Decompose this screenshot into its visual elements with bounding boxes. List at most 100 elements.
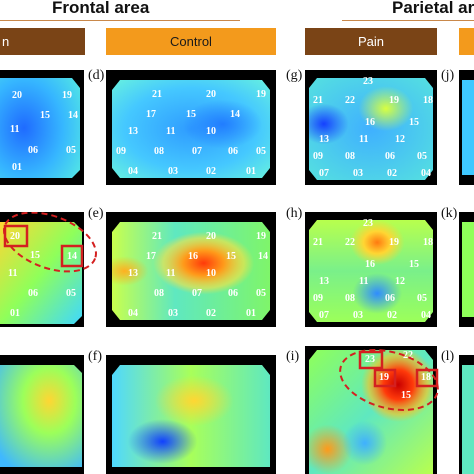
svg-text:13: 13 (319, 276, 329, 287)
parietal-divider (342, 20, 474, 21)
electrode-label: 11 (8, 268, 17, 279)
svg-text:23: 23 (363, 76, 373, 87)
panel-label-g: (g) (286, 68, 303, 83)
svg-text:19: 19 (389, 95, 399, 106)
panel-label-e: (e) (88, 206, 104, 221)
panel-label-k: (k) (441, 206, 458, 221)
svg-text:10: 10 (206, 268, 216, 279)
svg-text:19: 19 (256, 89, 266, 100)
svg-text:17: 17 (146, 109, 156, 120)
svg-text:04: 04 (421, 168, 431, 179)
svg-text:22: 22 (403, 350, 413, 361)
highlight-box (358, 350, 384, 370)
svg-text:20: 20 (206, 231, 216, 242)
svg-text:02: 02 (387, 310, 397, 321)
svg-text:05: 05 (417, 293, 427, 304)
electrode-label: 20 (10, 231, 20, 242)
svg-text:12: 12 (395, 276, 405, 287)
svg-text:20: 20 (206, 89, 216, 100)
svg-text:19: 19 (256, 231, 266, 242)
heatmap-left-mid: 20 15 14 11 06 05 01 (0, 212, 97, 327)
svg-text:06: 06 (228, 146, 238, 157)
svg-text:01: 01 (246, 166, 256, 177)
svg-text:08: 08 (154, 146, 164, 157)
svg-text:14: 14 (258, 251, 268, 262)
svg-text:11: 11 (166, 126, 175, 137)
highlight-box (60, 244, 84, 268)
heatmap-k-edge (459, 212, 474, 327)
panel-label-j: (j) (441, 68, 455, 83)
heatmap-f (106, 355, 276, 474)
svg-text:09: 09 (313, 293, 323, 304)
svg-text:13: 13 (128, 126, 138, 137)
svg-text:11: 11 (359, 134, 368, 145)
svg-text:18: 18 (421, 372, 431, 383)
electrode-label: 05 (66, 288, 76, 299)
electrode-label: 11 (10, 124, 19, 135)
svg-text:19: 19 (379, 372, 389, 383)
parietal-area-title: Parietal ar (392, 0, 474, 17)
svg-text:21: 21 (313, 237, 323, 248)
svg-text:12: 12 (395, 134, 405, 145)
heatmap-j-edge (459, 70, 474, 185)
svg-text:16: 16 (188, 251, 198, 262)
svg-text:21: 21 (152, 231, 162, 242)
heatmap-l-edge (459, 355, 474, 474)
svg-text:05: 05 (256, 288, 266, 299)
frontal-area-title: Frontal area (52, 0, 150, 17)
svg-text:15: 15 (401, 390, 411, 401)
svg-text:16: 16 (365, 259, 375, 270)
svg-text:21: 21 (152, 89, 162, 100)
svg-text:18: 18 (423, 95, 433, 106)
svg-text:04: 04 (128, 308, 138, 319)
svg-text:16: 16 (365, 117, 375, 128)
svg-text:03: 03 (353, 310, 363, 321)
svg-text:13: 13 (319, 134, 329, 145)
svg-text:02: 02 (206, 166, 216, 177)
svg-text:09: 09 (313, 151, 323, 162)
svg-text:19: 19 (389, 237, 399, 248)
svg-text:11: 11 (166, 268, 175, 279)
svg-text:15: 15 (409, 259, 419, 270)
heatmap-g: 23 21 22 19 18 16 15 13 11 12 09 08 06 05 07 03 02 0… (305, 70, 437, 185)
svg-text:07: 07 (192, 146, 202, 157)
electrode-label: 20 (12, 90, 22, 101)
svg-text:04: 04 (421, 310, 431, 321)
svg-text:08: 08 (345, 151, 355, 162)
control-band: Control (106, 28, 276, 55)
svg-text:15: 15 (226, 251, 236, 262)
electrode-label: 06 (28, 145, 38, 156)
heatmap-i: 23 22 19 18 15 (305, 346, 439, 474)
heatmap-h: 23 21 22 19 18 16 15 13 11 12 09 08 06 05 07 03 02 0… (305, 212, 437, 327)
heatmap-d: 21 20 19 17 15 14 13 11 10 09 08 07 06 05 04 03 02 01 (106, 70, 276, 185)
svg-text:22: 22 (345, 237, 355, 248)
panel-label-f: (f) (88, 349, 102, 364)
svg-text:07: 07 (192, 288, 202, 299)
pain-band-right: Pain (305, 28, 437, 55)
svg-text:06: 06 (385, 151, 395, 162)
svg-text:22: 22 (345, 95, 355, 106)
electrode-label: 14 (68, 110, 78, 121)
panel-label-l: (l) (441, 349, 455, 364)
svg-text:02: 02 (387, 168, 397, 179)
svg-text:05: 05 (417, 151, 427, 162)
svg-text:01: 01 (246, 308, 256, 319)
svg-text:18: 18 (423, 237, 433, 248)
svg-text:02: 02 (206, 308, 216, 319)
svg-text:23: 23 (365, 354, 375, 365)
electrode-label: 01 (12, 162, 22, 173)
highlight-box (3, 224, 29, 248)
svg-text:15: 15 (186, 109, 196, 120)
svg-text:17: 17 (146, 251, 156, 262)
highlight-box (373, 368, 397, 388)
svg-text:06: 06 (228, 288, 238, 299)
pain-band-left: n (0, 28, 85, 55)
svg-text:08: 08 (154, 288, 164, 299)
svg-text:14: 14 (230, 109, 240, 120)
svg-text:21: 21 (313, 95, 323, 106)
svg-text:06: 06 (385, 293, 395, 304)
svg-text:03: 03 (168, 166, 178, 177)
svg-text:03: 03 (168, 308, 178, 319)
heatmap-e: 21 20 19 17 16 15 14 13 11 10 08 07 06 05 04 03 02 01 (106, 212, 276, 327)
svg-text:09: 09 (116, 146, 126, 157)
